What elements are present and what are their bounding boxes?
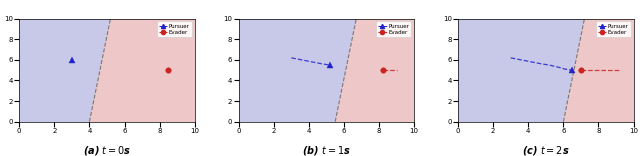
Text: (c) $t = 2$s: (c) $t = 2$s <box>522 144 570 156</box>
Legend: Pursuer, Evader: Pursuer, Evader <box>376 22 412 37</box>
Text: (a) $t = 0$s: (a) $t = 0$s <box>83 144 131 156</box>
Polygon shape <box>458 19 584 122</box>
Legend: Pursuer, Evader: Pursuer, Evader <box>595 22 631 37</box>
Legend: Pursuer, Evader: Pursuer, Evader <box>157 22 192 37</box>
Polygon shape <box>563 19 634 122</box>
Polygon shape <box>239 19 356 122</box>
Polygon shape <box>90 19 195 122</box>
Polygon shape <box>19 19 111 122</box>
Text: (b) $t = 1$s: (b) $t = 1$s <box>302 144 351 156</box>
Polygon shape <box>335 19 414 122</box>
